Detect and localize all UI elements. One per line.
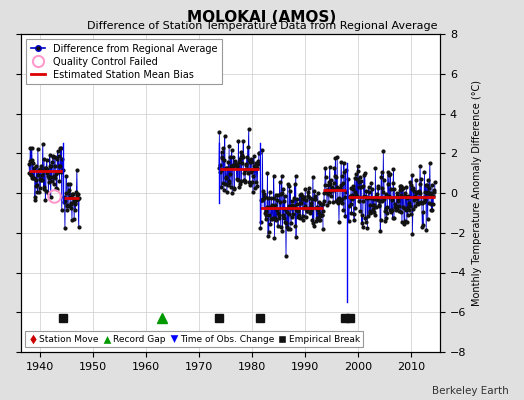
Text: Difference of Station Temperature Data from Regional Average: Difference of Station Temperature Data f… bbox=[87, 21, 437, 31]
Y-axis label: Monthly Temperature Anomaly Difference (°C): Monthly Temperature Anomaly Difference (… bbox=[472, 80, 482, 306]
Text: MOLOKAI (AMOS): MOLOKAI (AMOS) bbox=[188, 10, 336, 25]
Text: Berkeley Earth: Berkeley Earth bbox=[432, 386, 508, 396]
Legend: Station Move, Record Gap, Time of Obs. Change, Empirical Break: Station Move, Record Gap, Time of Obs. C… bbox=[26, 331, 364, 348]
